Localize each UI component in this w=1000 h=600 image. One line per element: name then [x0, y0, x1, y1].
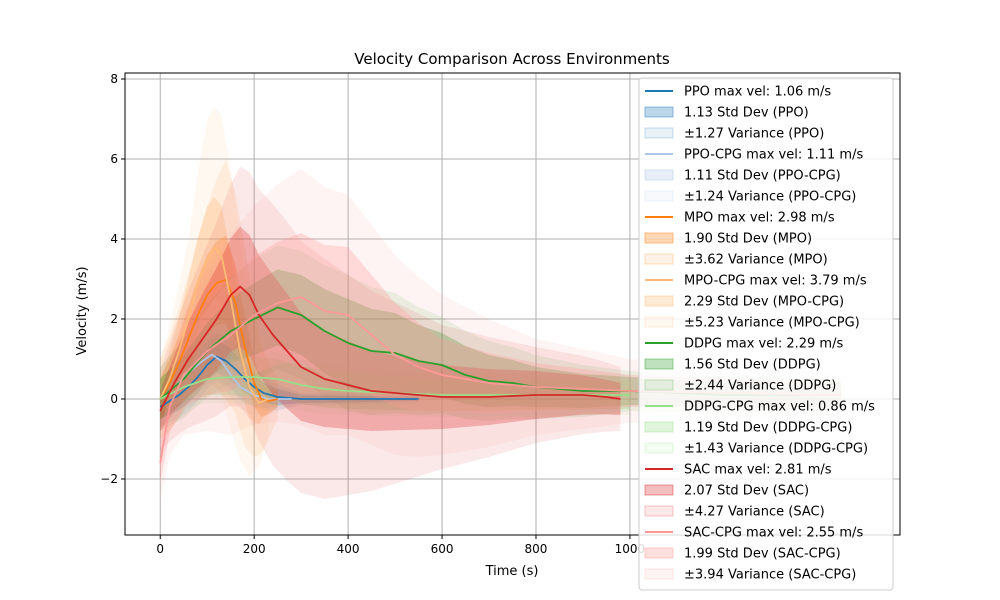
- sac_cpg-legend-std-label: 1.99 Std Dev (SAC-CPG): [684, 547, 841, 562]
- x-tick-label: 0: [156, 542, 164, 556]
- sac_cpg-mean-line: [159, 296, 842, 464]
- sac-legend-var-label: ±4.27 Variance (SAC): [684, 505, 825, 520]
- ppo_cpg-legend-var-label: ±1.24 Variance (PPO-CPG): [684, 190, 856, 205]
- x-tick-label: 200: [243, 542, 266, 556]
- legend-box: [638, 77, 894, 591]
- sac_cpg-legend-var-label: ±3.94 Variance (SAC-CPG): [684, 568, 856, 583]
- axis-ticks: 0 200 400 600 800 1000 −2 0 2 4 6 8: [100, 72, 645, 556]
- ddpg-legend-var-label: ±2.44 Variance (DDPG): [684, 379, 836, 394]
- y-tick-label: 8: [110, 72, 118, 86]
- ppo-legend-var-label: ±1.27 Variance (PPO): [684, 127, 824, 142]
- sac-legend-std-label: 2.07 Std Dev (SAC): [684, 484, 809, 499]
- mpo_cpg-variance-band: [160, 107, 269, 476]
- y-tick-label: 4: [110, 232, 118, 246]
- ppo-legend-std-swatch: [644, 106, 674, 118]
- y-tick-label: 6: [110, 152, 118, 166]
- x-tick-label: 600: [431, 542, 454, 556]
- ddpg_cpg-legend-var-label: ±1.43 Variance (DDPG-CPG): [684, 442, 868, 457]
- mpo-legend-var-label: ±3.62 Variance (MPO): [684, 253, 828, 268]
- mpo_cpg-legend-var-swatch: [644, 316, 674, 328]
- ppo_cpg-legend-std-swatch: [644, 169, 674, 181]
- sac-std-band: [160, 226, 621, 431]
- series-lines: [159, 246, 842, 464]
- sac-legend-std-swatch: [644, 484, 674, 496]
- ppo-variance-band: [160, 332, 419, 427]
- mpo_cpg-std-band: [160, 196, 269, 425]
- sac_cpg-std-band: [160, 233, 842, 483]
- ddpg-legend-std-swatch: [644, 358, 674, 370]
- ddpg_cpg-legend-var-swatch: [644, 442, 674, 454]
- chart-title: Velocity Comparison Across Environments: [354, 50, 670, 68]
- sac_cpg-legend-std-swatch: [644, 547, 674, 559]
- ppo-legend-line-label: PPO max vel: 1.06 m/s: [684, 85, 831, 100]
- ddpg_cpg-mean-line: [159, 376, 630, 400]
- mpo-legend-var-swatch: [644, 253, 674, 265]
- ddpg_cpg-legend-std-label: 1.19 Std Dev (DDPG-CPG): [684, 421, 852, 436]
- y-tick-label: −2: [100, 472, 118, 486]
- ddpg_cpg-variance-band: [160, 349, 630, 419]
- mpo_cpg-legend-var-label: ±5.23 Variance (MPO-CPG): [684, 316, 860, 331]
- mpo-std-band: [160, 235, 278, 419]
- ppo-mean-line: [159, 355, 419, 408]
- ppo-legend-var-swatch: [644, 127, 674, 139]
- ddpg-mean-line: [159, 306, 842, 400]
- x-tick-label: 800: [525, 542, 548, 556]
- ddpg-legend-std-label: 1.56 Std Dev (DDPG): [684, 358, 821, 373]
- mpo-legend-std-label: 1.90 Std Dev (MPO): [684, 232, 812, 247]
- y-axis-label: Velocity (m/s): [75, 266, 90, 355]
- sac_cpg-legend-line-label: SAC-CPG max vel: 2.55 m/s: [684, 526, 863, 541]
- ddpg-legend-var-swatch: [644, 379, 674, 391]
- sac-legend-var-swatch: [644, 505, 674, 517]
- sac-legend-line-label: SAC max vel: 2.81 m/s: [684, 463, 832, 478]
- mpo_cpg-legend-line-label: MPO-CPG max vel: 3.79 m/s: [684, 274, 867, 289]
- plot-frame: [124, 72, 901, 536]
- ddpg_cpg-legend-line-label: DDPG-CPG max vel: 0.86 m/s: [684, 400, 875, 415]
- sac_cpg-legend-var-swatch: [644, 568, 674, 580]
- ppo_cpg-legend-std-label: 1.11 Std Dev (PPO-CPG): [684, 169, 841, 184]
- sac-variance-band: [160, 166, 621, 499]
- ppo_cpg-legend-var-swatch: [644, 190, 674, 202]
- mpo_cpg-legend-std-swatch: [644, 295, 674, 307]
- x-tick-label: 1000: [615, 542, 646, 556]
- mpo_cpg-legend-std-label: 2.29 Std Dev (MPO-CPG): [684, 295, 844, 310]
- x-tick-label: 400: [337, 542, 360, 556]
- legend: PPO max vel: 1.06 m/s 1.13 Std Dev (PPO) ±…: [638, 77, 894, 591]
- ddpg-legend-line-label: DDPG max vel: 2.29 m/s: [684, 337, 843, 352]
- x-axis-label: Time (s): [485, 564, 539, 579]
- mpo_cpg-mean-line: [159, 246, 269, 404]
- y-tick-label: 0: [110, 392, 118, 406]
- sac-mean-line: [159, 285, 621, 412]
- mpo-legend-line-label: MPO max vel: 2.98 m/s: [684, 211, 835, 226]
- ddpg_cpg-legend-std-swatch: [644, 421, 674, 433]
- mpo-mean-line: [159, 278, 278, 402]
- mpo-legend-std-swatch: [644, 232, 674, 244]
- y-tick-label: 2: [110, 312, 118, 326]
- ppo-legend-std-label: 1.13 Std Dev (PPO): [684, 106, 809, 121]
- ppo_cpg-legend-line-label: PPO-CPG max vel: 1.11 m/s: [684, 148, 863, 163]
